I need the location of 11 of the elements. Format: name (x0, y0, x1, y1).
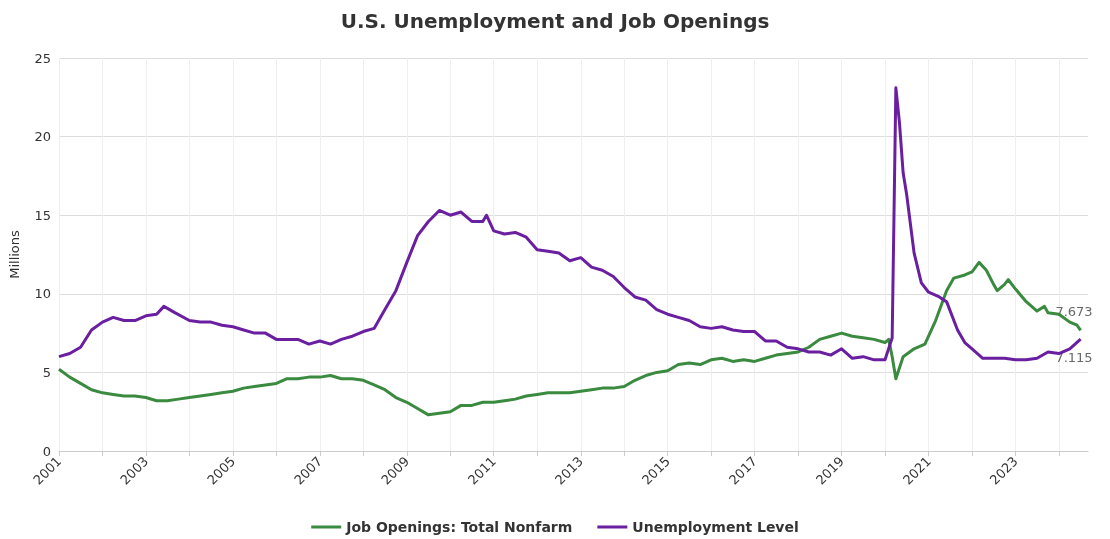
y-tick-label: 15 (34, 207, 51, 223)
y-tick-label: 5 (42, 364, 51, 380)
y-tick-label: 25 (34, 50, 51, 66)
y-tick-label: 20 (34, 129, 51, 145)
y-tick-label: 10 (34, 286, 51, 302)
annotation: 7.673 (1055, 304, 1093, 320)
y-tick-label: 0 (42, 443, 51, 459)
chart-title: U.S. Unemployment and Job Openings (340, 9, 770, 33)
legend-label: Unemployment Level (632, 519, 799, 535)
legend-label: Job Openings: Total Nonfarm (345, 519, 573, 535)
y-axis-title: Millions (7, 229, 22, 279)
